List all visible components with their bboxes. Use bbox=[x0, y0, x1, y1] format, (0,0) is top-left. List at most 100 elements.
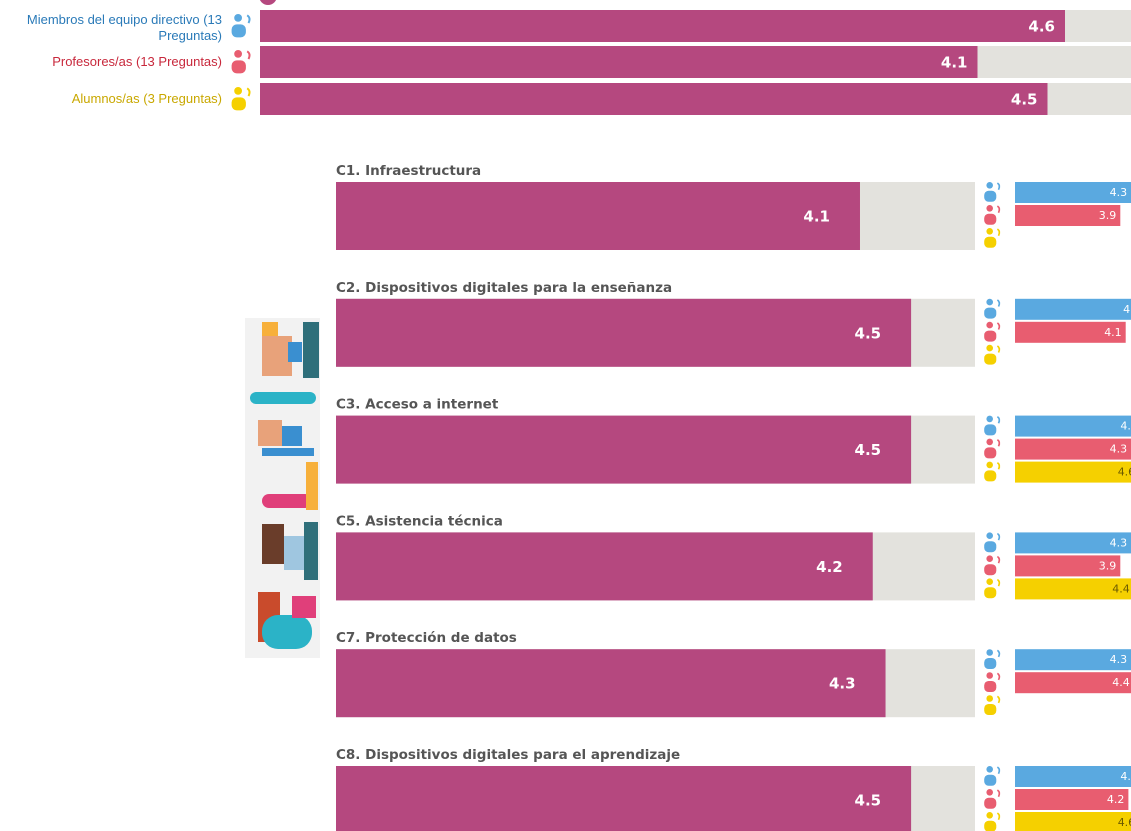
icon-wave bbox=[996, 228, 1001, 237]
group-value-label: 4.6 bbox=[1118, 816, 1131, 829]
icon-wave bbox=[246, 87, 251, 97]
group-icon bbox=[984, 344, 1001, 365]
icon-wave bbox=[996, 672, 1001, 681]
icon-body bbox=[984, 470, 997, 482]
bar bbox=[336, 182, 860, 250]
group-icon bbox=[984, 766, 1001, 786]
value-label: 4.2 bbox=[816, 558, 843, 576]
icon-head bbox=[234, 87, 243, 95]
icon-body bbox=[984, 190, 997, 202]
group-bar bbox=[1015, 438, 1131, 460]
icon-head bbox=[986, 438, 993, 446]
bar bbox=[336, 532, 873, 601]
value-label: 4.5 bbox=[855, 792, 882, 810]
group-icon bbox=[984, 789, 1001, 809]
group-value-label: 4.3 bbox=[1110, 536, 1128, 549]
icon-head bbox=[234, 14, 243, 22]
group-bar bbox=[1015, 182, 1131, 203]
icon-head bbox=[986, 532, 993, 539]
icon-body bbox=[984, 307, 997, 319]
icon-body bbox=[231, 60, 246, 74]
group-bar bbox=[1015, 321, 1126, 343]
icon-wave bbox=[996, 322, 1001, 330]
group-value-label: 3.9 bbox=[1099, 209, 1117, 222]
decoration bbox=[259, 0, 277, 5]
icon-body bbox=[984, 797, 997, 809]
icon-body bbox=[984, 820, 997, 831]
icon-body bbox=[231, 97, 246, 111]
group-icon bbox=[984, 228, 1001, 248]
icon-wave bbox=[996, 439, 1001, 447]
group-bar bbox=[1015, 812, 1131, 831]
icon-body bbox=[984, 658, 997, 669]
group-icon bbox=[984, 578, 1001, 599]
icon-body bbox=[984, 704, 997, 715]
icon-body bbox=[984, 774, 997, 786]
bar bbox=[336, 766, 912, 831]
value-label: 4.1 bbox=[803, 208, 830, 226]
group-icon bbox=[984, 321, 1001, 342]
group-bar bbox=[1015, 766, 1131, 787]
group-icon bbox=[984, 649, 1001, 669]
group-value-label: 4.3 bbox=[1110, 186, 1128, 199]
icon-head bbox=[234, 50, 243, 58]
value-label: 4.5 bbox=[1011, 91, 1038, 109]
icon-head bbox=[986, 578, 993, 585]
group-icon bbox=[231, 14, 251, 38]
group-value-label: 4.4 bbox=[1112, 582, 1130, 595]
section-title: C3. Acceso a internet bbox=[336, 397, 499, 413]
icon-head bbox=[986, 182, 993, 189]
group-icon bbox=[984, 532, 1001, 553]
legend-label: Alumnos/as (3 Preguntas) bbox=[71, 91, 222, 106]
section-title: C7. Protección de datos bbox=[336, 630, 517, 646]
icon-wave bbox=[246, 50, 251, 60]
group-value-label: 4.3 bbox=[1110, 443, 1128, 456]
group-icon bbox=[984, 695, 1001, 715]
icon-head bbox=[986, 695, 993, 702]
value-label: 4.1 bbox=[941, 54, 968, 72]
icon-head bbox=[986, 298, 993, 306]
icon-head bbox=[986, 766, 993, 773]
icon-body bbox=[984, 587, 997, 599]
group-icon bbox=[984, 438, 1001, 459]
legend-label: Miembros del equipo directivo (13 Pregun… bbox=[26, 12, 222, 43]
group-bar bbox=[1015, 672, 1131, 694]
icon-wave bbox=[996, 416, 1001, 424]
icon-body bbox=[984, 541, 997, 553]
icon-wave bbox=[996, 766, 1001, 775]
icon-head bbox=[986, 555, 993, 562]
icon-body bbox=[984, 564, 997, 576]
group-value-label: 4.1 bbox=[1104, 326, 1122, 339]
group-icon bbox=[984, 415, 1001, 436]
bar bbox=[336, 649, 886, 718]
group-icon bbox=[984, 555, 1001, 576]
group-value-label: 4.4 bbox=[1112, 676, 1130, 689]
illustration bbox=[245, 318, 320, 658]
icon-wave bbox=[996, 695, 1001, 704]
value-label: 4.5 bbox=[855, 441, 882, 459]
icon-wave bbox=[996, 789, 1001, 798]
icon-head bbox=[986, 812, 993, 819]
group-value-label: 4.7 bbox=[1120, 420, 1131, 433]
group-bar bbox=[1015, 461, 1131, 483]
icon-body bbox=[984, 424, 997, 436]
icon-body bbox=[984, 236, 997, 248]
icon-head bbox=[986, 321, 993, 329]
section-title: C8. Dispositivos digitales para el apren… bbox=[336, 747, 680, 763]
legend-label: Profesores/as (13 Preguntas) bbox=[52, 54, 222, 69]
value-label: 4.5 bbox=[855, 324, 882, 342]
icon-body bbox=[984, 447, 997, 459]
icon-head bbox=[986, 344, 993, 352]
group-value-label: 4.6 bbox=[1118, 466, 1131, 479]
icon-body bbox=[231, 24, 246, 38]
icon-body bbox=[984, 681, 997, 692]
icon-head bbox=[986, 205, 993, 212]
icon-head bbox=[986, 789, 993, 796]
icon-wave bbox=[996, 578, 1001, 587]
group-bar bbox=[1015, 298, 1131, 320]
group-value-label: 4.2 bbox=[1107, 793, 1125, 806]
bar bbox=[260, 10, 1065, 42]
group-bar bbox=[1015, 578, 1131, 600]
group-icon bbox=[984, 672, 1001, 692]
